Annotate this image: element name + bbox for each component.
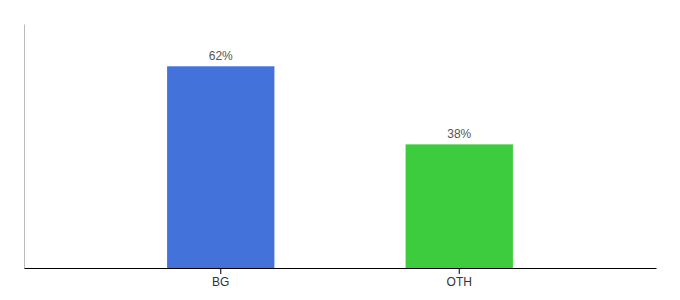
plot: BG OTH 62% 38% [25,25,657,289]
y-axis [24,25,25,269]
data-labels: 62% 38% [209,49,472,141]
bar [406,144,513,268]
bar [167,66,274,268]
x-tick-mark [459,268,460,274]
x-tick-mark [220,268,221,274]
x-tick: BG [212,268,229,289]
data-label: 62% [209,49,233,63]
x-axis-line [25,268,657,269]
y-axis-line [24,25,25,269]
bars [167,66,513,268]
x-tick-label: BG [212,275,229,289]
x-tick-label: OTH [447,275,472,289]
x-axis: BG OTH [25,268,657,289]
chart: BG OTH 62% 38% [0,0,680,300]
x-tick: OTH [447,268,472,289]
data-label: 38% [447,127,471,141]
